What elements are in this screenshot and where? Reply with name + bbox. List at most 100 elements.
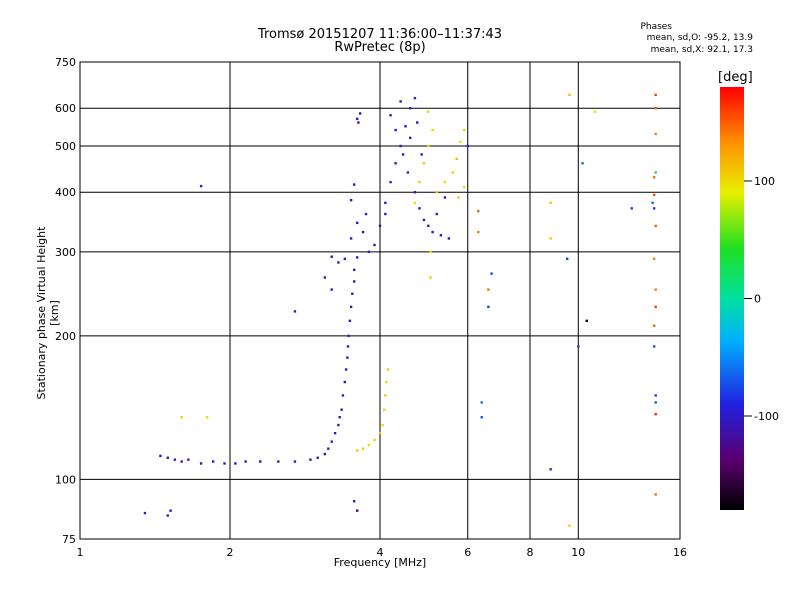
x-tick-label: 8 bbox=[527, 546, 534, 559]
data-point bbox=[346, 345, 350, 348]
data-point bbox=[358, 112, 362, 115]
data-point bbox=[654, 401, 657, 404]
data-point bbox=[355, 449, 359, 452]
data-point bbox=[199, 184, 203, 188]
data-point bbox=[333, 431, 337, 435]
colorbar bbox=[720, 87, 744, 510]
data-point bbox=[259, 460, 262, 463]
data-point bbox=[420, 153, 423, 156]
data-point bbox=[385, 380, 388, 384]
data-point bbox=[435, 191, 438, 194]
data-point bbox=[348, 319, 352, 323]
data-point bbox=[404, 125, 407, 128]
data-point bbox=[429, 250, 432, 254]
data-point bbox=[244, 460, 247, 463]
data-point bbox=[352, 268, 356, 272]
data-point bbox=[381, 423, 384, 427]
data-point bbox=[427, 224, 430, 228]
data-point bbox=[549, 468, 552, 471]
colorbar-ticks: 100 0 -100 bbox=[744, 175, 779, 423]
data-point bbox=[652, 176, 656, 179]
y-tick-label: 100 bbox=[55, 473, 76, 486]
data-point bbox=[654, 288, 657, 291]
data-point bbox=[337, 423, 340, 427]
data-point bbox=[409, 136, 412, 140]
data-point bbox=[480, 401, 483, 404]
data-point bbox=[352, 500, 356, 503]
grid-lines bbox=[80, 62, 680, 539]
data-point bbox=[401, 153, 405, 156]
data-point bbox=[654, 93, 657, 97]
data-point bbox=[462, 185, 466, 189]
data-point bbox=[409, 107, 412, 110]
data-point bbox=[652, 257, 656, 261]
data-point bbox=[352, 280, 356, 283]
data-point bbox=[349, 237, 353, 240]
data-point bbox=[330, 288, 333, 291]
data-point bbox=[316, 456, 319, 459]
data-point bbox=[577, 345, 580, 348]
data-point bbox=[386, 368, 390, 371]
data-point bbox=[422, 218, 426, 222]
y-axis-label: Stationary phase Virtual Height [km] bbox=[35, 226, 61, 400]
data-point bbox=[223, 462, 226, 465]
data-point bbox=[309, 458, 312, 461]
data-points bbox=[143, 93, 657, 527]
data-point bbox=[323, 452, 327, 456]
data-point bbox=[654, 171, 657, 174]
data-point bbox=[593, 110, 597, 113]
data-point bbox=[652, 207, 656, 210]
y-tick-label: 75 bbox=[62, 533, 76, 546]
data-point bbox=[166, 456, 169, 459]
data-point bbox=[394, 162, 397, 165]
data-point bbox=[341, 394, 345, 397]
data-point bbox=[340, 408, 343, 411]
data-point bbox=[654, 305, 657, 309]
data-point bbox=[349, 305, 353, 309]
data-point bbox=[477, 230, 480, 234]
data-point bbox=[652, 345, 656, 348]
data-point bbox=[399, 144, 402, 148]
data-point bbox=[367, 250, 371, 254]
y-tick-label: 600 bbox=[55, 102, 76, 115]
x-axis-label: Frequency [MHz] bbox=[333, 556, 427, 569]
data-point bbox=[293, 310, 297, 313]
data-point bbox=[367, 443, 371, 447]
data-point bbox=[355, 221, 359, 225]
data-point bbox=[166, 514, 169, 517]
data-point bbox=[169, 509, 172, 512]
data-point bbox=[439, 234, 443, 237]
data-point bbox=[654, 493, 657, 496]
colorbar-tick-label: -100 bbox=[754, 410, 779, 423]
data-point bbox=[418, 207, 421, 210]
data-point bbox=[651, 201, 654, 205]
data-point bbox=[462, 128, 466, 132]
data-point bbox=[211, 460, 215, 463]
x-tick-label: 6 bbox=[464, 546, 471, 559]
data-point bbox=[406, 171, 410, 174]
data-point bbox=[357, 121, 360, 124]
data-point bbox=[344, 368, 348, 371]
data-point bbox=[327, 447, 330, 450]
data-point bbox=[378, 431, 382, 435]
data-point bbox=[343, 380, 347, 384]
data-point bbox=[378, 224, 382, 228]
data-point bbox=[355, 509, 359, 512]
y-tick-label: 200 bbox=[55, 330, 76, 343]
data-point bbox=[187, 458, 190, 461]
data-point bbox=[143, 511, 147, 515]
data-point bbox=[568, 93, 571, 97]
data-point bbox=[654, 394, 657, 397]
data-point bbox=[654, 412, 657, 416]
data-point bbox=[565, 257, 569, 261]
data-point bbox=[459, 140, 462, 144]
x-tick-label: 2 bbox=[227, 546, 234, 559]
plot-frame bbox=[79, 61, 681, 540]
y-tick-label: 300 bbox=[55, 246, 76, 259]
data-point bbox=[585, 319, 588, 323]
data-point bbox=[349, 198, 353, 202]
data-point bbox=[568, 524, 571, 527]
data-point bbox=[435, 212, 438, 216]
axis-ticks: 1 2 4 6 8 10 16 75 100 200 300 400 500 600 750 bbox=[55, 56, 687, 559]
data-point bbox=[549, 237, 552, 240]
